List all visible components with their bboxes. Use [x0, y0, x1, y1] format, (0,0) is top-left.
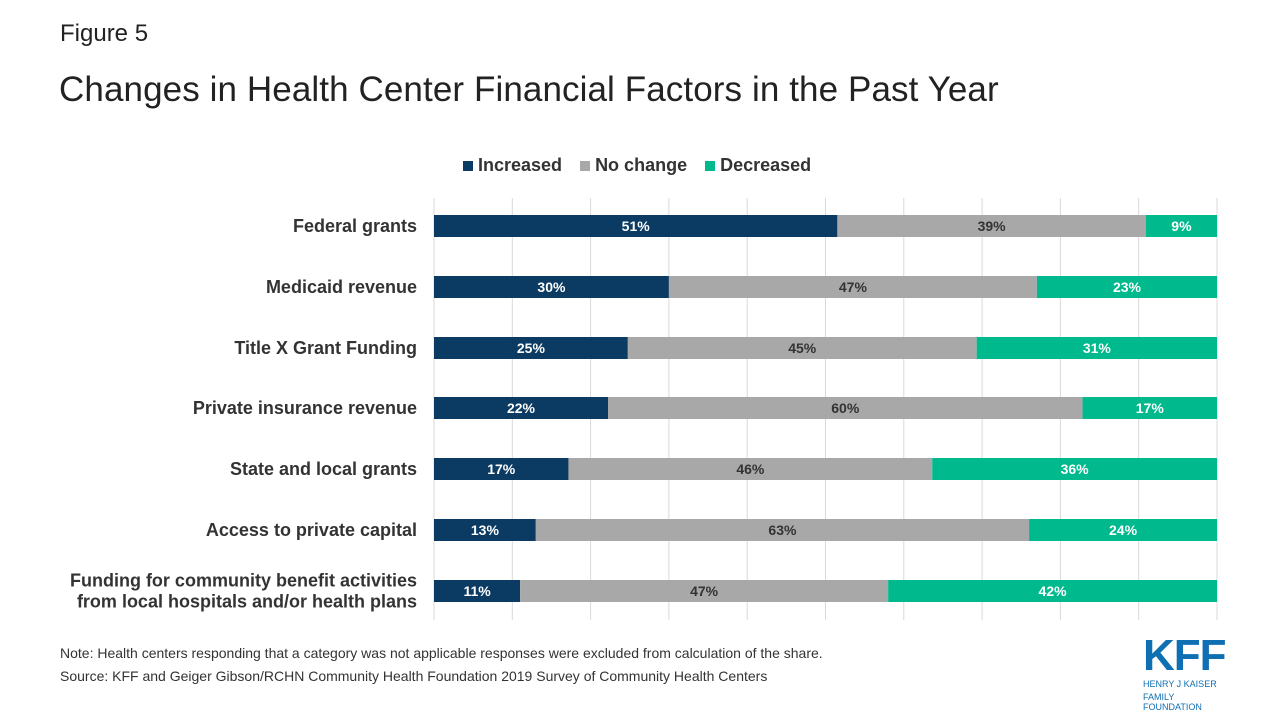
chart-note: Note: Health centers responding that a c… — [60, 645, 823, 661]
logo-subtitle-1: HENRY J KAISER — [1143, 679, 1217, 689]
bar-segment-no-change — [627, 337, 977, 359]
data-label: 47% — [690, 583, 719, 599]
chart-title: Changes in Health Center Financial Facto… — [59, 70, 999, 109]
category-label: from local hospitals and/or health plans — [77, 592, 417, 612]
bar-segment-decreased — [976, 337, 1217, 359]
bar-segment-increased — [434, 215, 838, 237]
data-label: 60% — [831, 400, 860, 416]
bar-segment-no-change — [837, 215, 1146, 237]
data-label: 39% — [978, 218, 1007, 234]
legend: Increased No change Decreased — [463, 155, 811, 176]
data-label: 9% — [1171, 218, 1192, 234]
data-label: 17% — [487, 461, 516, 477]
bar-segment-increased — [434, 458, 569, 480]
category-label: Title X Grant Funding — [234, 338, 417, 358]
logo-subtitle-2: FAMILY FOUNDATION — [1143, 692, 1202, 712]
bar-segment-increased — [434, 397, 608, 419]
data-label: 25% — [517, 340, 546, 356]
data-label: 13% — [471, 522, 500, 538]
bar-segment-no-change — [608, 397, 1083, 419]
data-label: 63% — [768, 522, 797, 538]
legend-item-no-change: No change — [580, 155, 687, 176]
legend-item-decreased: Decreased — [705, 155, 811, 176]
data-label: 51% — [622, 218, 651, 234]
data-label: 31% — [1083, 340, 1112, 356]
data-label: 45% — [788, 340, 817, 356]
data-label: 47% — [839, 279, 868, 295]
logo-wordmark: KFF — [1143, 631, 1227, 680]
bar-segment-decreased — [1036, 276, 1217, 298]
legend-label-no-change: No change — [595, 155, 688, 175]
legend-swatch-increased — [463, 160, 473, 171]
bar-segment-increased — [434, 580, 521, 602]
data-label: 36% — [1061, 461, 1090, 477]
category-label: State and local grants — [230, 459, 417, 479]
data-label: 46% — [736, 461, 765, 477]
bar-segment-no-change — [668, 276, 1037, 298]
bar-segment-increased — [434, 519, 536, 541]
bar-segment-decreased — [888, 580, 1217, 602]
category-label: Funding for community benefit activities — [70, 571, 417, 591]
legend-item-increased: Increased — [463, 155, 562, 176]
bar-segment-no-change — [568, 458, 933, 480]
bar-segment-decreased — [1029, 519, 1217, 541]
figure-label: Figure 5 — [60, 20, 149, 47]
legend-swatch-decreased — [705, 160, 716, 171]
bar-segment-increased — [434, 337, 628, 359]
legend-label-decreased: Decreased — [720, 155, 812, 175]
data-label: 11% — [463, 583, 491, 599]
bar-segment-decreased — [1082, 397, 1217, 419]
category-label: Medicaid revenue — [266, 277, 417, 297]
data-label: 30% — [537, 279, 566, 295]
bar-segment-no-change — [535, 519, 1030, 541]
category-label: Access to private capital — [206, 520, 417, 540]
bar-segment-no-change — [520, 580, 889, 602]
category-label: Private insurance revenue — [193, 398, 417, 418]
legend-label-increased: Increased — [478, 155, 563, 175]
data-label: 22% — [507, 400, 536, 416]
data-label: 23% — [1113, 279, 1142, 295]
bar-segment-decreased — [932, 458, 1217, 480]
chart-source: Source: KFF and Geiger Gibson/RCHN Commu… — [60, 668, 768, 684]
data-label: 17% — [1136, 400, 1165, 416]
legend-swatch-no-change — [580, 160, 591, 171]
data-label: 42% — [1039, 583, 1068, 599]
bar-segment-decreased — [1145, 215, 1217, 237]
bar-segment-increased — [434, 276, 669, 298]
category-label: Federal grants — [293, 216, 417, 236]
kff-logo: KFF HENRY J KAISER FAMILY FOUNDATION — [1143, 631, 1235, 713]
data-label: 24% — [1109, 522, 1138, 538]
